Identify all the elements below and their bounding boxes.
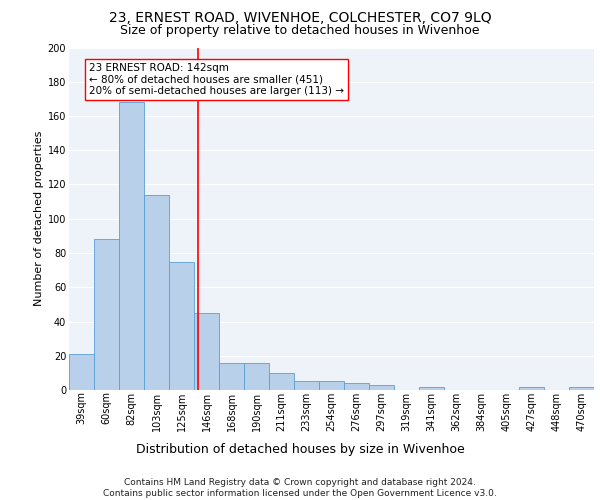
Bar	[169, 262, 194, 390]
Bar	[344, 383, 369, 390]
Bar	[294, 382, 319, 390]
Bar	[219, 362, 244, 390]
Bar	[94, 240, 119, 390]
Bar	[419, 386, 444, 390]
Bar	[319, 382, 344, 390]
Bar	[519, 386, 544, 390]
Text: 23 ERNEST ROAD: 142sqm
← 80% of detached houses are smaller (451)
20% of semi-de: 23 ERNEST ROAD: 142sqm ← 80% of detached…	[89, 63, 344, 96]
Text: Distribution of detached houses by size in Wivenhoe: Distribution of detached houses by size …	[136, 442, 464, 456]
Bar	[369, 385, 394, 390]
Bar	[194, 313, 219, 390]
Bar	[569, 386, 594, 390]
Bar	[144, 195, 169, 390]
Bar	[119, 102, 144, 390]
Text: Contains HM Land Registry data © Crown copyright and database right 2024.
Contai: Contains HM Land Registry data © Crown c…	[103, 478, 497, 498]
Bar	[69, 354, 94, 390]
Bar	[244, 362, 269, 390]
Text: 23, ERNEST ROAD, WIVENHOE, COLCHESTER, CO7 9LQ: 23, ERNEST ROAD, WIVENHOE, COLCHESTER, C…	[109, 12, 491, 26]
Bar	[269, 373, 294, 390]
Y-axis label: Number of detached properties: Number of detached properties	[34, 131, 44, 306]
Text: Size of property relative to detached houses in Wivenhoe: Size of property relative to detached ho…	[120, 24, 480, 37]
